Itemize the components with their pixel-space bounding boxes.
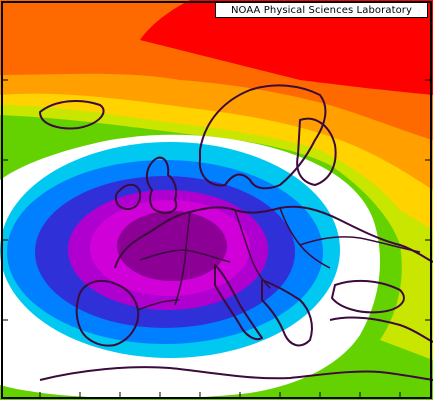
contour-core bbox=[117, 211, 227, 281]
coastlines bbox=[39, 84, 433, 381]
coast-finland bbox=[296, 117, 337, 186]
coast-scandinavia bbox=[198, 84, 327, 190]
border-3 bbox=[234, 209, 271, 289]
coast-iceland bbox=[39, 100, 105, 130]
coast-blacksea bbox=[331, 279, 405, 314]
credit-label: NOAA Physical Sciences Laboratory bbox=[215, 2, 428, 18]
border-2 bbox=[174, 211, 191, 306]
coast-turkey bbox=[329, 316, 433, 343]
coast-italy bbox=[214, 264, 263, 341]
coast-britain bbox=[145, 156, 178, 214]
coast-mainland bbox=[114, 205, 433, 269]
coast-africa bbox=[39, 366, 433, 381]
frame-ticks bbox=[2, 79, 431, 398]
border-6 bbox=[137, 299, 181, 311]
coast-ireland bbox=[114, 183, 142, 211]
coast-iberia bbox=[75, 280, 140, 347]
coast-balkans bbox=[261, 279, 313, 347]
border-5 bbox=[299, 236, 421, 253]
border-1 bbox=[139, 249, 231, 263]
credit-text: NOAA Physical Sciences Laboratory bbox=[230, 4, 413, 16]
